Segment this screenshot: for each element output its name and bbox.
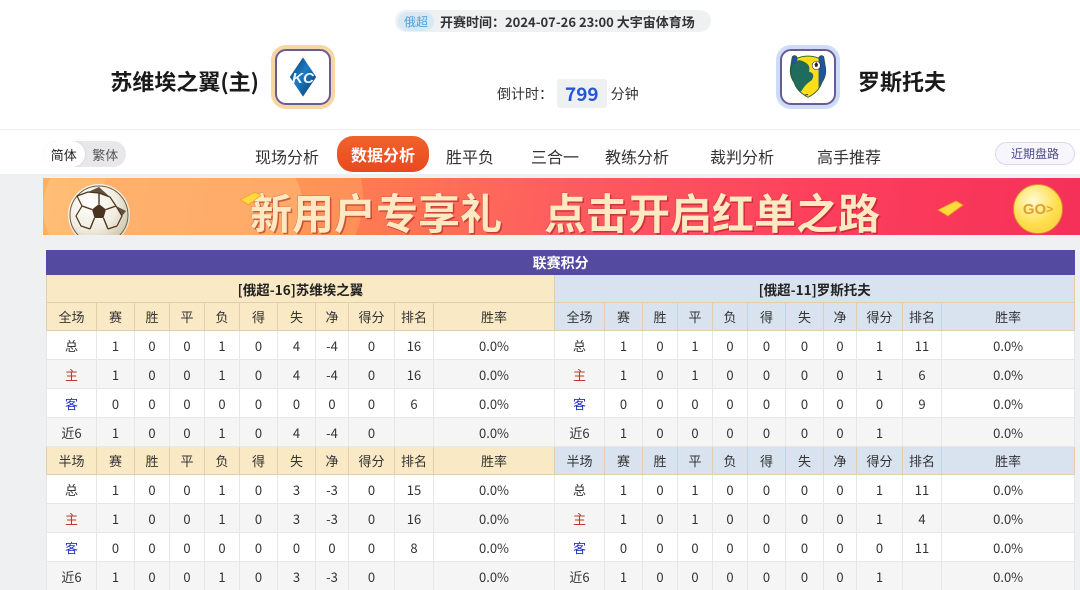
svg-text:KC: KC: [292, 70, 315, 87]
